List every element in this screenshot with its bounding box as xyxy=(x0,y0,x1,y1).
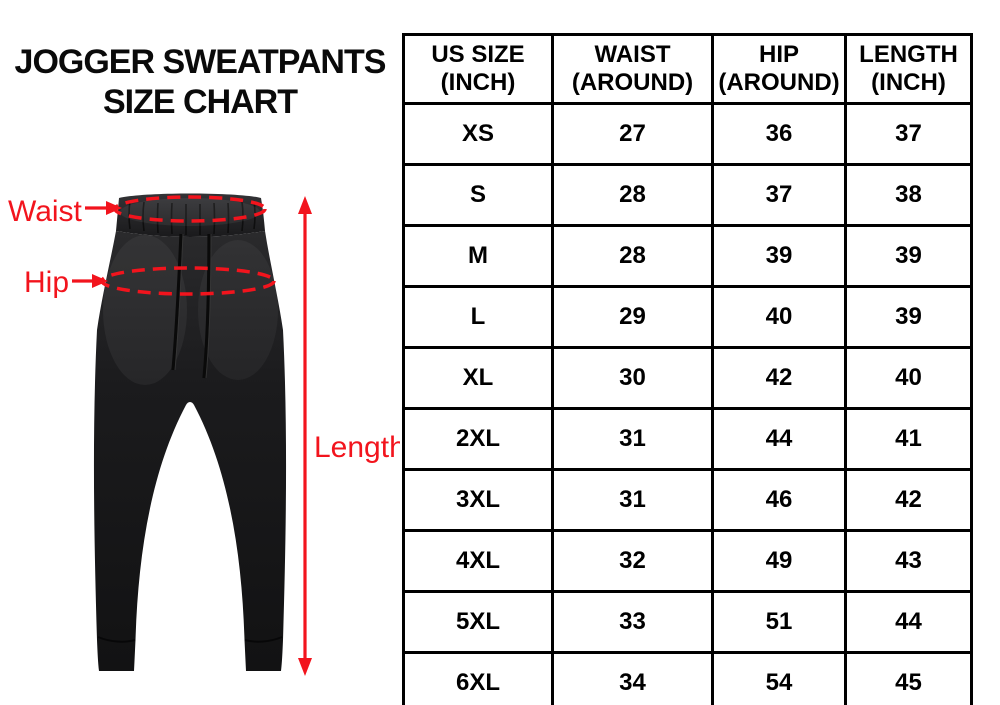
length-label: Length xyxy=(314,431,400,464)
hip-cell: 42 xyxy=(711,346,847,410)
hip-cell: 44 xyxy=(711,407,847,471)
hip-cell: 46 xyxy=(711,468,847,532)
jogger-pants-figure: Waist Hip Length xyxy=(8,193,400,676)
hip-arrow-icon xyxy=(72,274,108,288)
hip-cell: 51 xyxy=(711,590,847,654)
length-cell: 39 xyxy=(844,285,973,349)
hip-cell: 36 xyxy=(711,102,847,166)
size-cell: XL xyxy=(402,346,554,410)
page-title: JOGGER SWEATPANTS SIZE CHART xyxy=(0,42,400,122)
waist-arrow-icon xyxy=(85,201,122,215)
hip-cell: 54 xyxy=(711,651,847,705)
size-chart-table: US SIZE (INCH) WAIST (AROUND) HIP (AROUND) … xyxy=(402,33,973,705)
page-title-line2: SIZE CHART xyxy=(103,83,298,121)
length-arrow-icon xyxy=(298,196,312,676)
waist-cell: 27 xyxy=(551,102,714,166)
table-row: XL 30 42 40 xyxy=(402,346,973,410)
column-header-hip: HIP (AROUND) xyxy=(711,33,847,105)
length-cell: 45 xyxy=(844,651,973,705)
table-row: 6XL 34 54 45 xyxy=(402,651,973,705)
size-cell: 3XL xyxy=(402,468,554,532)
size-cell: M xyxy=(402,224,554,288)
waist-cell: 28 xyxy=(551,224,714,288)
table-row: 2XL 31 44 41 xyxy=(402,407,973,471)
length-cell: 43 xyxy=(844,529,973,593)
waist-cell: 30 xyxy=(551,346,714,410)
size-cell: XS xyxy=(402,102,554,166)
waist-cell: 28 xyxy=(551,163,714,227)
size-cell: S xyxy=(402,163,554,227)
length-cell: 37 xyxy=(844,102,973,166)
size-cell: 5XL xyxy=(402,590,554,654)
length-cell: 41 xyxy=(844,407,973,471)
size-cell: 4XL xyxy=(402,529,554,593)
waist-cell: 33 xyxy=(551,590,714,654)
hip-label: Hip xyxy=(24,266,69,299)
table-row: 3XL 31 46 42 xyxy=(402,468,973,532)
waist-cell: 31 xyxy=(551,468,714,532)
length-cell: 44 xyxy=(844,590,973,654)
hip-cell: 37 xyxy=(711,163,847,227)
table-row: 5XL 33 51 44 xyxy=(402,590,973,654)
length-cell: 39 xyxy=(844,224,973,288)
column-header-waist: WAIST (AROUND) xyxy=(551,33,714,105)
waist-cell: 31 xyxy=(551,407,714,471)
hip-cell: 40 xyxy=(711,285,847,349)
length-cell: 40 xyxy=(844,346,973,410)
waist-cell: 29 xyxy=(551,285,714,349)
table-row: 4XL 32 49 43 xyxy=(402,529,973,593)
jogger-pants-image xyxy=(93,193,287,671)
table-row: XS 27 36 37 xyxy=(402,102,973,166)
waist-label: Waist xyxy=(8,195,83,228)
hip-cell: 39 xyxy=(711,224,847,288)
page-title-line1: JOGGER SWEATPANTS xyxy=(14,43,387,81)
size-cell: L xyxy=(402,285,554,349)
table-row: S 28 37 38 xyxy=(402,163,973,227)
size-cell: 6XL xyxy=(402,651,554,705)
column-header-length: LENGTH (INCH) xyxy=(844,33,973,105)
waist-cell: 32 xyxy=(551,529,714,593)
column-header-us-size: US SIZE (INCH) xyxy=(402,33,554,105)
length-cell: 38 xyxy=(844,163,973,227)
table-row: M 28 39 39 xyxy=(402,224,973,288)
size-cell: 2XL xyxy=(402,407,554,471)
table-row: L 29 40 39 xyxy=(402,285,973,349)
length-cell: 42 xyxy=(844,468,973,532)
hip-cell: 49 xyxy=(711,529,847,593)
waist-cell: 34 xyxy=(551,651,714,705)
table-header-row: US SIZE (INCH) WAIST (AROUND) HIP (AROUND) … xyxy=(402,33,973,105)
